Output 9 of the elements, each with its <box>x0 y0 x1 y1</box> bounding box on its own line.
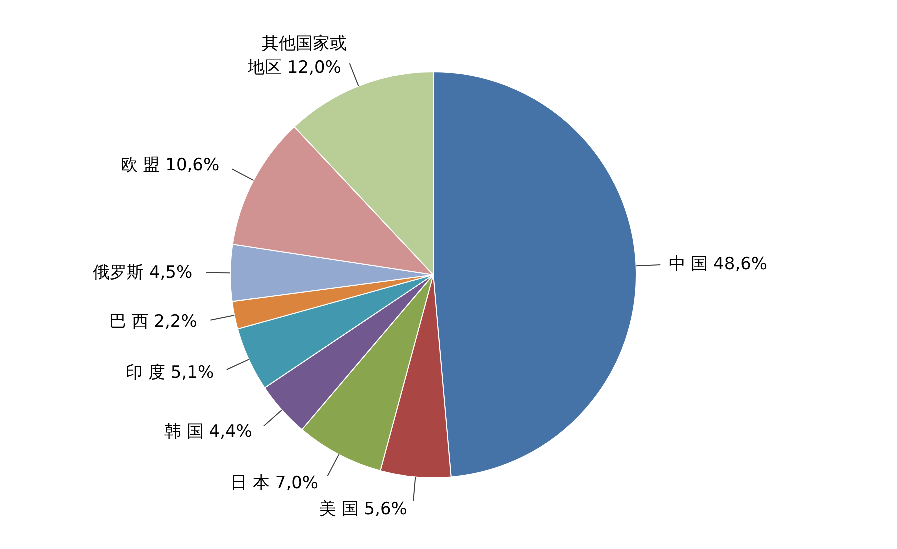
slice-label: 韩 国 4,4% <box>164 422 252 442</box>
slice-label: 日 本 7,0% <box>230 473 319 494</box>
slice-label: 美 国 5,6% <box>319 500 408 520</box>
slice-label: 俄罗斯 4,5% <box>93 262 193 283</box>
slice-label: 其他国家或地区 12,0% <box>247 34 347 78</box>
slice-label: 印 度 5,1% <box>126 363 214 384</box>
slice-label: 欧 盟 10,6% <box>120 155 220 176</box>
slice-label: 巴 西 2,2% <box>109 312 198 332</box>
slice-label: 中 国 48,6% <box>668 254 768 275</box>
